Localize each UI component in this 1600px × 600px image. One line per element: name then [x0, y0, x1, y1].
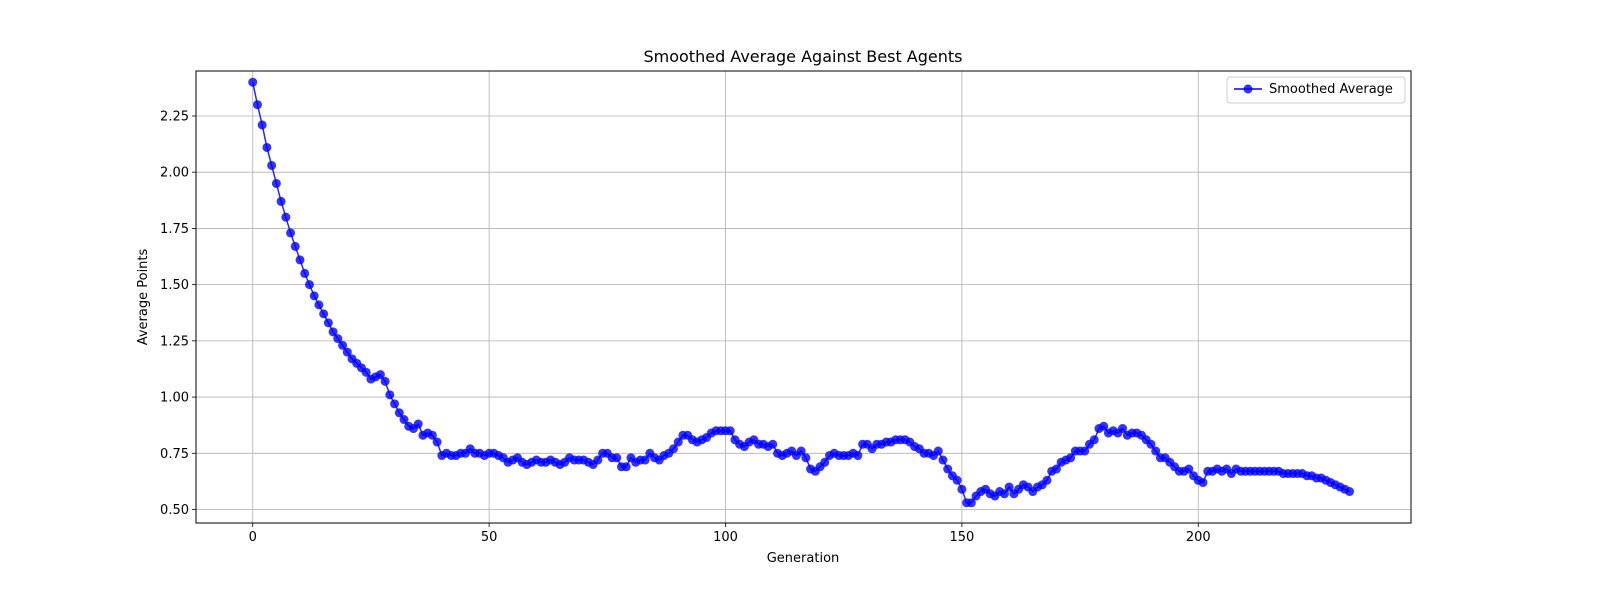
- data-point: [380, 376, 390, 386]
- data-point: [612, 453, 622, 463]
- plot-frame: [195, 70, 1412, 524]
- data-point: [952, 475, 962, 485]
- chart-title: Smoothed Average Against Best Agents: [643, 47, 962, 66]
- data-point: [427, 430, 437, 440]
- data-point: [1099, 421, 1109, 431]
- data-point: [281, 212, 291, 222]
- data-point: [323, 318, 333, 328]
- series-line: [251, 82, 1350, 504]
- x-axis-label: Generation: [767, 551, 840, 566]
- data-point: [966, 498, 976, 508]
- data-point: [319, 309, 329, 319]
- data-point: [593, 455, 603, 465]
- y-tick-label: 1.25: [160, 334, 189, 349]
- data-point: [375, 370, 385, 380]
- y-tick-label: 2.00: [160, 166, 189, 181]
- data-point: [267, 160, 277, 170]
- y-tick-label: 1.75: [160, 222, 189, 237]
- data-point: [276, 196, 286, 206]
- data-point: [725, 426, 735, 436]
- data-point: [1042, 475, 1052, 485]
- data-point: [999, 489, 1009, 499]
- data-point: [933, 446, 943, 456]
- data-point: [853, 451, 863, 461]
- data-point: [361, 367, 371, 377]
- x-tick-label: 150: [949, 530, 974, 545]
- data-point: [768, 439, 778, 449]
- legend: Smoothed Average: [1226, 76, 1406, 104]
- data-point: [640, 455, 650, 465]
- data-point: [943, 464, 953, 474]
- data-point: [957, 484, 967, 494]
- data-point: [1066, 453, 1076, 463]
- data-point: [796, 446, 806, 456]
- data-point: [668, 444, 678, 454]
- legend-marker-swatch: [1243, 84, 1253, 94]
- data-point: [394, 408, 404, 418]
- data-point: [1080, 446, 1090, 456]
- data-point: [1184, 464, 1194, 474]
- data-point: [1345, 487, 1355, 497]
- y-tick-label: 0.75: [160, 447, 189, 462]
- data-point: [248, 77, 258, 87]
- data-point: [801, 453, 811, 463]
- data-point: [314, 300, 324, 310]
- data-point: [673, 437, 683, 447]
- legend-box: [1226, 76, 1406, 104]
- data-point: [432, 437, 442, 447]
- data-point: [413, 419, 423, 429]
- y-tick-label: 1.50: [160, 278, 189, 293]
- data-point: [271, 178, 281, 188]
- data-point: [399, 415, 409, 425]
- x-tick-label: 200: [1186, 530, 1211, 545]
- data-point: [290, 241, 300, 251]
- data-point: [295, 255, 305, 265]
- y-axis-ticks: 0.50 0.75 1.00 1.25 1.50 1.75 2.00 2.25: [160, 109, 196, 518]
- grid-layer: [196, 71, 1411, 523]
- x-tick-label: 50: [481, 530, 498, 545]
- y-tick-label: 1.00: [160, 391, 189, 406]
- data-point: [390, 399, 400, 409]
- series-layer: [248, 77, 1355, 508]
- data-point: [1151, 446, 1161, 456]
- data-point: [300, 268, 310, 278]
- y-tick-label: 2.25: [160, 109, 189, 124]
- data-point: [1146, 439, 1156, 449]
- x-tick-label: 0: [249, 530, 257, 545]
- data-point: [1051, 464, 1061, 474]
- data-point: [309, 291, 319, 301]
- x-axis-ticks: 0 50 100 150 200: [249, 523, 1211, 545]
- data-point: [385, 390, 395, 400]
- x-tick-label: 100: [713, 530, 738, 545]
- data-point: [252, 100, 262, 110]
- legend-label: Smoothed Average: [1269, 82, 1393, 97]
- y-tick-label: 0.50: [160, 503, 189, 518]
- data-point: [286, 228, 296, 238]
- data-point: [1004, 482, 1014, 492]
- data-point: [338, 340, 348, 350]
- y-axis-label: Average Points: [136, 248, 151, 345]
- data-point: [342, 347, 352, 357]
- data-point: [1089, 435, 1099, 445]
- data-point: [1198, 478, 1208, 488]
- data-point: [621, 462, 631, 472]
- data-point: [328, 327, 338, 337]
- data-point: [257, 120, 267, 130]
- data-point: [938, 455, 948, 465]
- data-point: [304, 280, 314, 290]
- data-point: [333, 334, 343, 344]
- data-point: [1118, 424, 1128, 434]
- data-point: [820, 457, 830, 467]
- data-point: [262, 142, 272, 152]
